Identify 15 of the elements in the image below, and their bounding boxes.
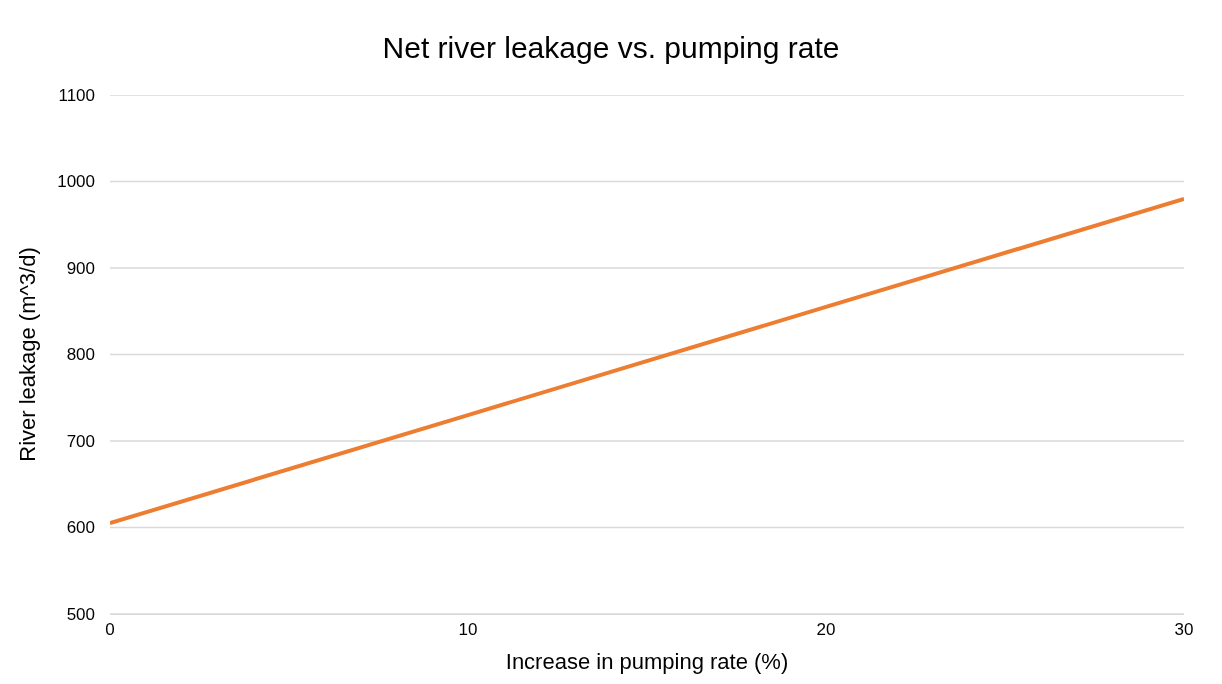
y-axis-title: River leakage (m^3/d) bbox=[14, 247, 40, 462]
y-tick-label: 1000 bbox=[57, 172, 95, 192]
x-tick-label: 0 bbox=[105, 620, 115, 640]
line-series bbox=[110, 196, 1184, 526]
y-tick-label: 700 bbox=[66, 431, 95, 451]
x-axis-title: Increase in pumping rate (%) bbox=[505, 649, 789, 675]
x-tick-label: 20 bbox=[816, 620, 836, 640]
x-tick-label: 10 bbox=[458, 620, 478, 640]
y-tick-label: 1100 bbox=[58, 85, 95, 105]
x-tick-label: 30 bbox=[1174, 620, 1194, 640]
y-tick-label: 600 bbox=[66, 518, 95, 538]
y-tick-label: 900 bbox=[66, 258, 95, 278]
chart-title: Net river leakage vs. pumping rate bbox=[382, 31, 840, 65]
y-tick-label: 500 bbox=[66, 604, 95, 624]
y-tick-label: 800 bbox=[66, 345, 95, 365]
